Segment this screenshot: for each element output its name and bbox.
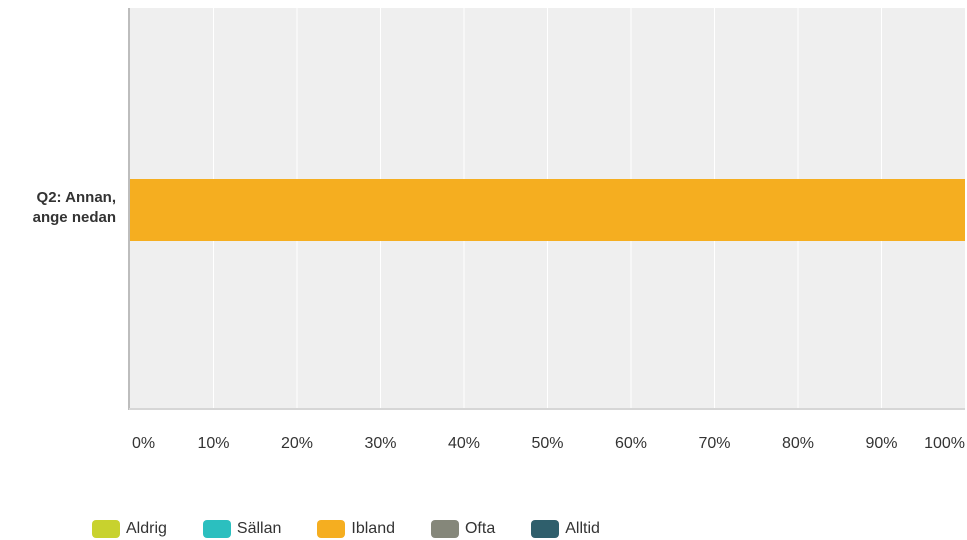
legend-swatch xyxy=(92,520,120,538)
category-labels: Q2: Annan, ange nedan xyxy=(33,189,116,226)
category-label: Q2: Annan, xyxy=(37,189,116,206)
legend-label: Aldrig xyxy=(126,520,167,537)
legend-label: Ofta xyxy=(464,520,496,537)
legend-label: Ibland xyxy=(351,520,395,537)
x-tick-label: 100% xyxy=(924,435,965,452)
legend-swatch xyxy=(430,520,459,538)
x-tick-label: 0% xyxy=(132,435,155,452)
legend-swatch xyxy=(531,520,560,538)
legend-label: Alltid xyxy=(565,520,600,537)
x-tick-label: 70% xyxy=(698,435,730,452)
x-tick-label: 40% xyxy=(448,435,480,452)
category-label: ange nedan xyxy=(33,209,116,226)
x-tick-label: 60% xyxy=(615,435,647,452)
x-tick-label: 90% xyxy=(865,435,897,452)
bars xyxy=(130,179,965,241)
legend-item-ofta[interactable]: Ofta xyxy=(430,520,496,538)
legend-item-alltid[interactable]: Alltid xyxy=(531,520,600,538)
legend-swatch xyxy=(202,520,231,538)
legend-item-aldrig[interactable]: Aldrig xyxy=(92,520,167,538)
chart: 0% 10% 20% 30% 40% 50% 60% 70% 80% 90% 100% Q2: An… xyxy=(33,8,965,452)
legend: Aldrig Sällan Ibland Ofta Alltid xyxy=(92,518,636,540)
x-tick-label: 10% xyxy=(197,435,229,452)
x-tick-label: 20% xyxy=(281,435,313,452)
legend-item-ibland[interactable]: Ibland xyxy=(317,520,395,538)
legend-label: Sällan xyxy=(236,520,282,537)
x-tick-labels: 0% 10% 20% 30% 40% 50% 60% 70% 80% 90% 100% xyxy=(132,435,965,452)
x-tick-label: 50% xyxy=(531,435,563,452)
legend-swatch xyxy=(317,520,346,538)
bar-ibland[interactable] xyxy=(130,179,965,241)
x-tick-label: 30% xyxy=(364,435,396,452)
x-tick-label: 80% xyxy=(782,435,814,452)
legend-item-sällan[interactable]: Sällan xyxy=(202,520,282,538)
